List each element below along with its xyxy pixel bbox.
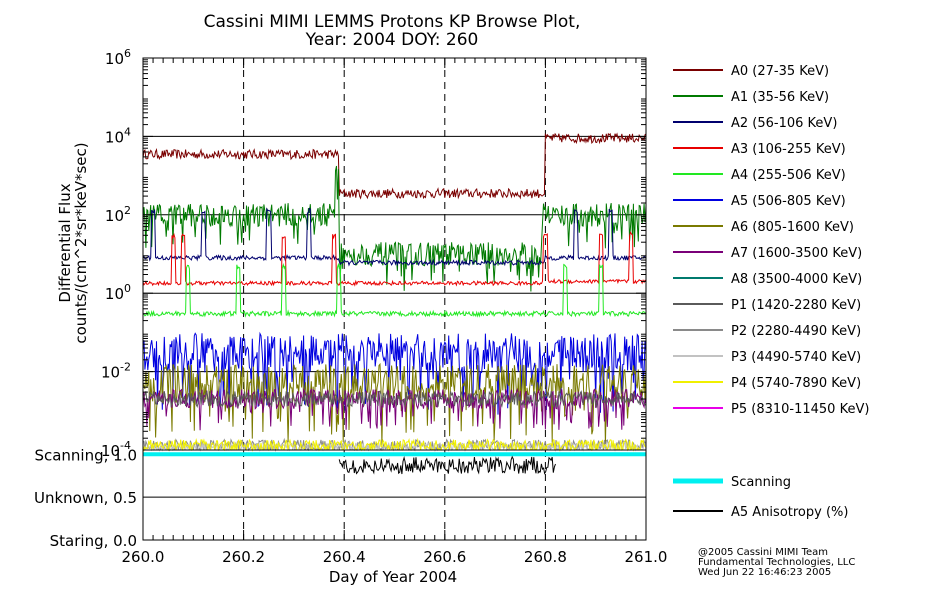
credit-line-1: @2005 Cassini MIMI Team: [698, 547, 828, 558]
anisotropy-line: [338, 455, 556, 475]
legend-label-A2: A2 (56-106 KeV): [731, 116, 837, 131]
series-A1-line: [142, 165, 647, 292]
credit-line-2: Fundamental Technologies, LLC: [698, 557, 855, 568]
scan-mode-panel: [143, 452, 646, 498]
legend-label-A5: A5 (506-805 KeV): [731, 194, 846, 209]
lower-y-tick-label: Staring, 0.0: [50, 532, 137, 550]
legend: A0 (27-35 KeV) A1 (35-56 KeV) A2 (56-106 K…: [673, 64, 869, 520]
series-A3-line: [142, 231, 647, 287]
legend-label-P3: P3 (4490-5740 KeV): [731, 350, 861, 365]
y-tick-label: 102: [105, 204, 131, 225]
plot-title: Cassini MIMI LEMMS Protons KP Browse Plo…: [204, 12, 581, 50]
y-axis-label-line-2: counts/(cm^2*sr*keV*sec): [72, 142, 90, 343]
series-A4-line: [142, 262, 647, 318]
legend-label-A6: A6 (805-1600 KeV): [731, 220, 854, 235]
legend-label-P5: P5 (8310-11450 KeV): [731, 402, 869, 417]
series-A5-line: [142, 331, 647, 415]
title-line-2: Year: 2004 DOY: 260: [305, 30, 479, 50]
legend-label-A8: A8 (3500-4000 KeV): [731, 272, 862, 287]
legend-label-P1: P1 (1420-2280 KeV): [731, 298, 861, 313]
legend-label-A4: A4 (255-506 KeV): [731, 168, 846, 183]
title-line-1: Cassini MIMI LEMMS Protons KP Browse Plo…: [204, 12, 581, 32]
credit-block: @2005 Cassini MIMI Team Fundamental Tech…: [698, 547, 855, 578]
legend-label-P4: P4 (5740-7890 KeV): [731, 376, 861, 391]
legend-label-P2: P2 (2280-4490 KeV): [731, 324, 861, 339]
series-A6-line: [142, 362, 647, 446]
data-series: [142, 132, 647, 452]
x-tick-label: 260.6: [423, 548, 466, 566]
x-axis-label: Day of Year 2004: [329, 568, 457, 586]
lower-y-tick-label: Unknown, 0.5: [34, 489, 137, 507]
series-P4-line: [142, 437, 647, 452]
grid: [143, 58, 646, 540]
x-tick-label: 260.4: [323, 548, 366, 566]
series-P1-line: [142, 389, 647, 409]
series-A2-line: [142, 207, 647, 267]
legend-label-scanning: Scanning: [731, 475, 791, 490]
x-tick-label: 260.8: [524, 548, 567, 566]
lower-y-tick-label: Scanning, 1.0: [34, 446, 137, 464]
y-axis-label-line-1: Differential Flux: [56, 183, 74, 302]
y-tick-label: 104: [105, 125, 131, 146]
lower-axes-frame: [142, 449, 647, 541]
y-tick-label: 10-4: [101, 439, 131, 460]
x-tick-label: 260.2: [222, 548, 265, 566]
y-tick-label: 106: [105, 47, 131, 68]
x-tick-label: 261.0: [625, 548, 668, 566]
legend-label-A0: A0 (27-35 KeV): [731, 64, 829, 79]
axis-ticks: 106 104 102 100 10-2 10-4 260.0 260.2 260.4 260.6…: [34, 47, 668, 566]
legend-label-A1: A1 (35-56 KeV): [731, 90, 829, 105]
credit-line-3: Wed Jun 22 16:46:23 2005: [698, 567, 831, 578]
y-tick-label: 100: [105, 282, 131, 303]
y-tick-label: 10-2: [101, 361, 131, 382]
x-tick-label: 260.0: [122, 548, 165, 566]
y-axis-label: Differential Flux counts/(cm^2*sr*keV*se…: [56, 142, 90, 343]
axes-frames: [142, 57, 647, 541]
legend-label-A3: A3 (106-255 KeV): [731, 142, 846, 157]
series-A0-line: [142, 132, 647, 200]
legend-label-anisotropy: A5 Anisotropy (%): [731, 505, 848, 520]
series-A7-line: [142, 387, 647, 431]
legend-label-A7: A7 (1600-3500 KeV): [731, 246, 862, 261]
